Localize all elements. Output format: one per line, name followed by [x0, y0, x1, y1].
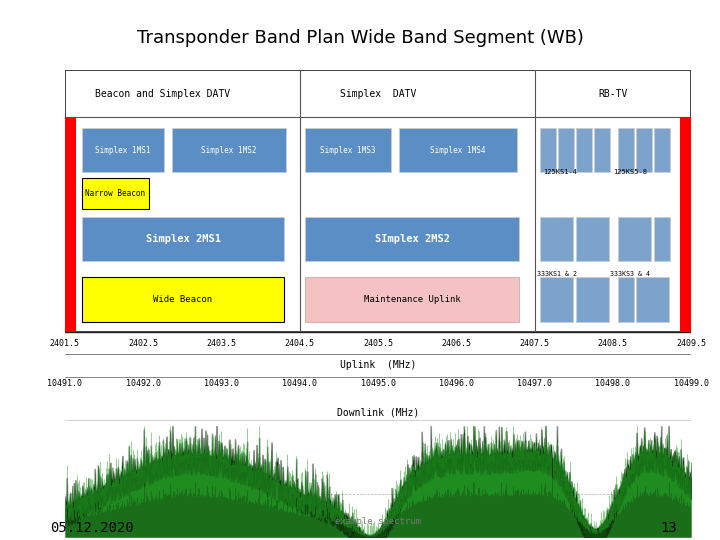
Text: 2406.5: 2406.5 — [441, 339, 472, 348]
Bar — [654, 128, 670, 172]
Text: Wide Beacon: Wide Beacon — [153, 295, 212, 304]
Bar — [636, 277, 670, 322]
Bar — [65, 117, 76, 332]
Text: 10499.0: 10499.0 — [674, 379, 708, 388]
Text: 333KS1 & 2: 333KS1 & 2 — [536, 272, 577, 278]
Bar — [82, 217, 284, 261]
Text: 13: 13 — [660, 521, 677, 535]
Text: 2402.5: 2402.5 — [128, 339, 158, 348]
Bar — [594, 128, 610, 172]
Text: 10493.0: 10493.0 — [204, 379, 239, 388]
Text: 10494.0: 10494.0 — [282, 379, 318, 388]
Bar — [654, 217, 670, 261]
Text: 2405.5: 2405.5 — [363, 339, 393, 348]
Text: Simplex 1MS2: Simplex 1MS2 — [201, 146, 256, 154]
Text: Downlink (MHz): Downlink (MHz) — [337, 408, 419, 418]
Bar — [82, 128, 164, 172]
Bar — [680, 117, 691, 332]
Text: 2401.5: 2401.5 — [50, 339, 80, 348]
Text: 10497.0: 10497.0 — [517, 379, 552, 388]
Text: Maintenance Uplink: Maintenance Uplink — [364, 295, 460, 304]
Text: 10491.0: 10491.0 — [48, 379, 82, 388]
Bar — [540, 128, 556, 172]
Text: 2409.5: 2409.5 — [676, 339, 706, 348]
Text: SImplex 2MS2: SImplex 2MS2 — [374, 234, 449, 244]
Text: Simplex 1MS4: Simplex 1MS4 — [430, 146, 485, 154]
Text: 125KS5-8: 125KS5-8 — [613, 170, 647, 176]
Bar — [305, 217, 519, 261]
Bar — [576, 277, 609, 322]
Bar — [172, 128, 286, 172]
Text: 05.12.2020: 05.12.2020 — [50, 521, 134, 535]
Text: 2403.5: 2403.5 — [207, 339, 236, 348]
Bar — [576, 217, 609, 261]
Text: RB-TV: RB-TV — [598, 89, 628, 99]
Text: example spectrum: example spectrum — [335, 517, 421, 526]
Bar — [636, 128, 652, 172]
Bar — [540, 217, 573, 261]
Bar — [618, 128, 634, 172]
Text: Uplink  (MHz): Uplink (MHz) — [340, 360, 416, 370]
Bar — [540, 277, 573, 322]
Text: Narrow Beacon: Narrow Beacon — [85, 189, 145, 198]
Text: 333KS3 & 4: 333KS3 & 4 — [610, 272, 650, 278]
Bar — [618, 277, 634, 322]
Bar — [305, 277, 519, 322]
Text: Beacon and Simplex DATV: Beacon and Simplex DATV — [95, 89, 230, 99]
Text: 2407.5: 2407.5 — [520, 339, 549, 348]
Bar — [305, 128, 391, 172]
Text: Simplex  DATV: Simplex DATV — [340, 89, 416, 99]
Bar — [576, 128, 592, 172]
Text: 125KS1-4: 125KS1-4 — [544, 170, 577, 176]
Bar — [558, 128, 574, 172]
Text: Simplex 1MS1: Simplex 1MS1 — [95, 146, 151, 154]
Bar — [618, 217, 652, 261]
Text: 10495.0: 10495.0 — [361, 379, 395, 388]
Text: Simplex 1MS3: Simplex 1MS3 — [320, 146, 376, 154]
Bar — [82, 178, 148, 209]
Text: 2408.5: 2408.5 — [598, 339, 628, 348]
Text: 2404.5: 2404.5 — [284, 339, 315, 348]
Text: 10496.0: 10496.0 — [438, 379, 474, 388]
Bar — [399, 128, 516, 172]
Text: 10498.0: 10498.0 — [595, 379, 631, 388]
Text: Transponder Band Plan Wide Band Segment (WB): Transponder Band Plan Wide Band Segment … — [137, 29, 583, 47]
Bar — [82, 277, 284, 322]
Text: Simplex 2MS1: Simplex 2MS1 — [145, 234, 220, 244]
Text: 10492.0: 10492.0 — [125, 379, 161, 388]
